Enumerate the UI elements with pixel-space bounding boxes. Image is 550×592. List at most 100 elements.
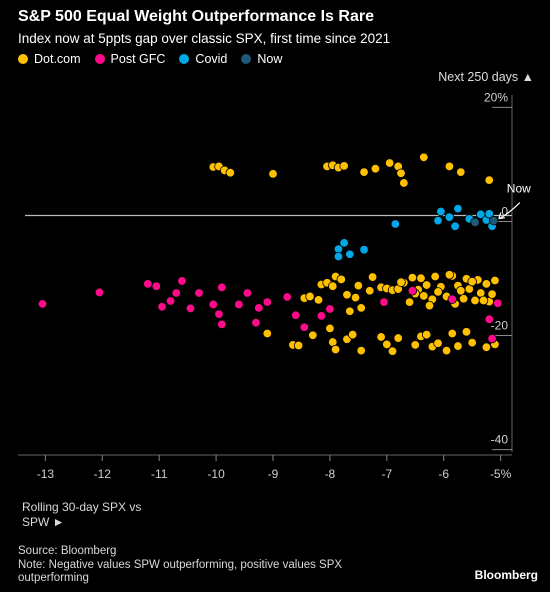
point-dot-com [387,346,398,356]
point-dot-com [433,338,443,348]
point-covid [433,215,443,226]
point-dot-com [396,277,406,287]
x-tick-label: -13 [37,467,55,481]
chart-title: S&P 500 Equal Weight Outperformance Is R… [18,8,374,25]
point-dot-com [424,300,435,311]
x-tick-label: -8 [325,467,336,481]
point-post-gfc [217,282,227,293]
point-dot-com [268,169,278,179]
point-dot-com [399,178,409,188]
point-dot-com [458,294,469,304]
legend-label-now: Now [257,52,283,66]
point-dot-com [484,175,494,185]
point-covid [450,221,460,232]
point-now [489,215,499,226]
point-dot-com [490,275,500,286]
x-tick-label: -9 [268,467,279,481]
point-post-gfc [242,288,253,298]
point-post-gfc [325,304,335,314]
point-post-gfc [177,276,187,286]
point-dot-com [382,339,392,350]
legend-item-covid: Covid [179,52,227,66]
source-text: Source: Bloomberg [18,545,117,557]
point-now [470,217,480,228]
now-arrow-head [498,212,505,220]
point-dot-com [456,286,466,296]
point-post-gfc [165,296,176,306]
point-dot-com [447,328,457,339]
point-covid [339,238,349,248]
point-dot-com [356,345,366,356]
legend-label-dotcom: Dot.com [34,52,81,66]
point-dot-com [330,344,341,355]
point-post-gfc [234,299,244,310]
point-dot-com [339,161,349,171]
point-dot-com [313,295,324,305]
legend-label-covid: Covid [195,52,228,66]
point-post-gfc [214,309,224,319]
point-dot-com [461,327,472,337]
note-text: Note: Negative values SPW outperforming,… [18,558,343,585]
point-dot-com [225,167,236,178]
point-covid [345,249,355,259]
point-post-gfc [484,314,494,324]
point-dot-com [467,276,477,287]
y-tick-label: 20% [484,90,508,104]
bloomberg-logo: Bloomberg [474,568,538,582]
point-post-gfc [291,310,301,320]
point-dot-com [470,295,480,306]
point-covid [390,219,401,229]
point-dot-com [308,330,318,340]
point-post-gfc [185,303,196,314]
legend-swatch-covid [179,54,190,64]
point-post-gfc [94,287,105,298]
x-axis-title: Rolling 30-day SPX vs SPW ► [22,500,142,529]
x-tick-label: -5% [490,467,512,481]
point-post-gfc [254,303,264,313]
point-dot-com [347,329,358,340]
point-covid [333,251,344,262]
point-post-gfc [157,302,167,312]
point-post-gfc [251,317,261,328]
x-tick-label: -6 [438,467,449,481]
point-dot-com [367,272,378,282]
point-post-gfc [194,288,204,298]
point-covid [484,209,494,219]
point-dot-com [376,332,386,342]
point-post-gfc [143,279,153,289]
point-post-gfc [487,333,497,344]
point-dot-com [328,281,338,291]
point-dot-com [407,272,418,283]
legend-swatch-now [241,54,252,64]
point-post-gfc [171,288,181,298]
point-dot-com [481,279,492,289]
x-tick-label: -10 [207,467,225,481]
source-note: Source: Bloomberg Note: Negative values … [18,545,378,586]
point-covid [444,212,455,222]
point-covid [359,244,369,255]
point-covid [453,203,463,214]
point-dot-com [453,341,463,351]
point-post-gfc [379,297,389,307]
point-dot-com [345,306,355,316]
point-dot-com [404,297,415,307]
point-dot-com [370,164,381,174]
y-tick-label: 0 [501,204,508,218]
point-post-gfc [316,311,327,321]
y-tick-label: -40 [491,433,509,447]
y-axis-title: Next 250 days ▲ [438,70,534,84]
x-tick-label: -12 [94,467,112,481]
point-post-gfc [151,281,162,291]
point-dot-com [421,280,432,290]
point-dot-com [478,295,489,306]
point-post-gfc [493,298,503,308]
point-post-gfc [217,319,227,330]
point-dot-com [293,340,304,351]
point-dot-com [305,291,315,302]
point-post-gfc [299,322,309,332]
point-dot-com [350,292,361,303]
point-dot-com [421,329,432,340]
point-post-gfc [407,286,418,296]
point-dot-com [353,280,364,291]
